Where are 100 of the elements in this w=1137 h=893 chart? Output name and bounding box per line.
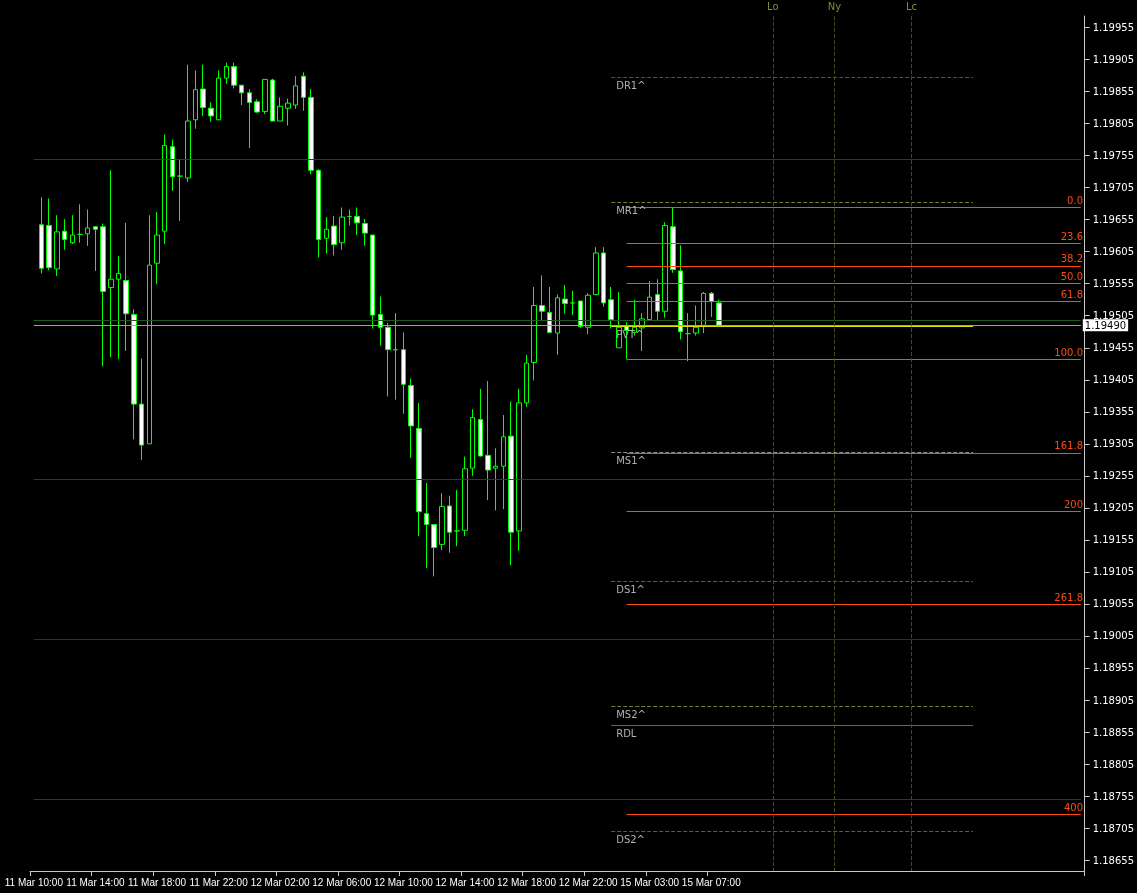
- candlestick: [393, 312, 398, 401]
- x-tick-label: 12 Mar 02:00: [250, 876, 311, 888]
- x-tick-label: 11 Mar 22:00: [189, 876, 249, 888]
- candlestick: [85, 208, 90, 247]
- annotation: 38.2: [1060, 253, 1083, 265]
- x-tick-label: 12 Mar 18:00: [497, 876, 557, 888]
- candlestick: [693, 304, 699, 337]
- candlestick: [277, 96, 283, 122]
- candlestick: [293, 75, 298, 110]
- candlestick: [493, 447, 498, 511]
- candlestick: [162, 133, 167, 245]
- annotation: 161.8: [1054, 440, 1083, 452]
- y-tick-label: 1.18955: [1092, 662, 1135, 674]
- candlestick: [177, 158, 183, 222]
- y-tick-label: 1.18905: [1092, 694, 1135, 706]
- candlestick: [62, 218, 67, 251]
- candlestick: [601, 246, 606, 308]
- y-tick-label: 1.19805: [1092, 118, 1135, 130]
- ref-line-label: MR1^: [616, 204, 647, 216]
- x-tick-label: 12 Mar 10:00: [373, 876, 434, 888]
- candlestick: [655, 278, 660, 321]
- candlestick: [254, 98, 260, 114]
- y-tick-label: 1.19105: [1092, 566, 1135, 578]
- x-tick-label: 12 Mar 14:00: [435, 876, 495, 888]
- candlestick: [193, 69, 198, 130]
- y-tick-label: 1.19255: [1092, 470, 1135, 482]
- candlestick: [555, 294, 560, 356]
- candlestick: [370, 234, 375, 330]
- candlestick: [116, 255, 121, 360]
- candlestick: [331, 215, 337, 257]
- candlestick: [139, 358, 144, 461]
- candlestick: [154, 211, 160, 285]
- x-tick-label: 11 Mar 14:00: [66, 876, 125, 888]
- y-tick-label: 1.19955: [1092, 22, 1135, 34]
- y-tick-label: 1.18855: [1092, 726, 1135, 738]
- candlestick: [470, 408, 475, 477]
- x-tick-label: 11 Mar 18:00: [127, 876, 187, 888]
- y-tick-label: 1.19055: [1092, 598, 1135, 610]
- candlestick: [424, 482, 429, 569]
- annotation: 261.8: [1054, 592, 1083, 604]
- candlestick: [93, 225, 98, 272]
- candlestick: [247, 88, 252, 149]
- x-tick-label: 12 Mar 06:00: [312, 876, 372, 888]
- candlestick: [524, 354, 529, 408]
- candlestick: [447, 495, 452, 554]
- candlestick: [685, 312, 691, 362]
- candlestick: [46, 198, 52, 271]
- candlestick: [354, 206, 360, 236]
- candlestick: [285, 98, 291, 127]
- candlestick: [170, 139, 175, 192]
- candlestick: [123, 222, 129, 352]
- candlestick: [231, 62, 237, 89]
- y-tick-label: 1.19205: [1092, 502, 1135, 514]
- candlestick: [585, 292, 591, 335]
- candlestick: [709, 291, 714, 318]
- annotation: 61.8: [1060, 288, 1083, 300]
- candlestick: [578, 300, 583, 329]
- x-tick-label: 12 Mar 22:00: [558, 876, 619, 888]
- candlestick: [77, 203, 83, 244]
- ref-line-label: DS1^: [616, 584, 646, 596]
- candlestick: [501, 414, 506, 510]
- candlestick: [262, 78, 268, 115]
- text: Ny: [827, 0, 842, 12]
- candlestick: [662, 221, 668, 319]
- y-tick-label: 1.19005: [1092, 630, 1135, 642]
- candlestick: [362, 218, 368, 247]
- ref-line-label: MS2^: [616, 708, 646, 720]
- candlestick: [516, 388, 522, 552]
- candlestick: [431, 524, 437, 577]
- y-tick-label: 1.18755: [1092, 790, 1135, 802]
- annotation: 100.0: [1054, 346, 1083, 358]
- x-tick-label: 15 Mar 07:00: [681, 876, 742, 888]
- candlestick: [416, 402, 422, 537]
- y-tick-label: 1.19155: [1092, 534, 1135, 546]
- y-tick-label: 1.19705: [1092, 182, 1135, 194]
- candlestick: [224, 62, 229, 85]
- candlestick: [308, 88, 314, 175]
- ref-line-label: DR1^: [616, 79, 646, 91]
- y-tick-label: 1.18805: [1092, 758, 1135, 770]
- candlestick: [531, 286, 537, 381]
- candlestick: [508, 401, 514, 567]
- candlestick: [339, 206, 345, 251]
- candlestick: [347, 208, 352, 226]
- candlestick: [647, 280, 652, 321]
- candlestick: [608, 286, 614, 330]
- candlestick: [147, 214, 152, 445]
- y-tick-label: 1.19905: [1092, 54, 1135, 66]
- ref-line-label: 1.19490: [1084, 319, 1127, 331]
- annotation: 0.0: [1067, 194, 1083, 206]
- candlestick: [570, 290, 575, 316]
- annotation: 50.0: [1060, 270, 1083, 282]
- candlestick: [100, 223, 106, 367]
- candlestick: [108, 169, 114, 358]
- candlestick: [39, 196, 44, 274]
- y-tick-label: 1.19755: [1092, 150, 1135, 162]
- text: Lc: [905, 0, 917, 12]
- candlestick: [301, 71, 306, 112]
- candlestick: [385, 322, 391, 397]
- candlestick: [701, 291, 706, 334]
- candlestick: [54, 214, 60, 277]
